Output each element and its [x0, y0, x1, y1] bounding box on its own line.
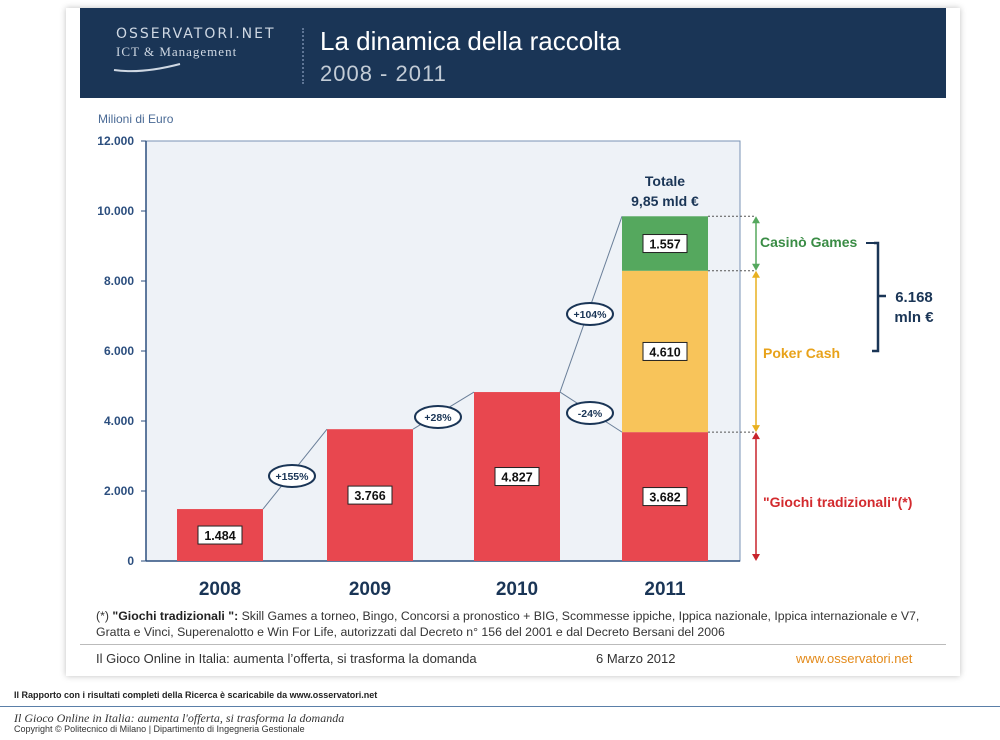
growth-label: -24% [578, 408, 603, 420]
osservatori-logo: OSSERVATORI.NET ICT & Management [113, 26, 276, 73]
bar-value-box [347, 485, 393, 505]
chart: 0 2.000 4.000 6.000 8.000 10.000 12.000 Milioni… [97, 112, 934, 600]
growth-label: +155% [276, 471, 310, 483]
bracket-value: 6.168 [895, 289, 933, 306]
y-tick-label: 2.000 [104, 484, 134, 498]
growth-badge [414, 405, 462, 429]
bar-value-label: 4.827 [501, 471, 532, 485]
growth-badge [566, 401, 614, 425]
legend-casino-games: Casinò Games [760, 234, 857, 250]
footer-divider [80, 644, 946, 645]
bar-value-box [642, 341, 688, 361]
bar-value-label: 1.484 [204, 529, 235, 543]
x-tick-label: 2009 [349, 579, 391, 600]
growth-label: +104% [574, 309, 608, 321]
legend-giochi-tradizionali: "Giochi tradizionali"(*) [763, 494, 912, 510]
y-tick-label: 6.000 [104, 344, 134, 358]
bar-value-box [642, 234, 688, 254]
bracket-unit: mln € [894, 309, 934, 326]
bar-value-label: 3.682 [649, 491, 680, 505]
footer-url[interactable]: www.osservatori.net [796, 651, 913, 666]
total-value: 9,85 mld € [631, 193, 699, 209]
segment-arrow-head-up [752, 432, 760, 440]
growth-badge [268, 464, 316, 488]
segment-arrow-head-up [752, 270, 760, 278]
footer-date: 6 Marzo 2012 [596, 651, 676, 666]
bracket [872, 241, 880, 353]
report-download-note: Il Rapporto con i risultati completi del… [14, 690, 378, 700]
footnote: (*) "Giochi tradizionali ": Skill Games … [96, 608, 936, 640]
bar-value-label: 4.610 [649, 345, 680, 359]
y-tick-label: 0 [127, 554, 134, 568]
slide-header: OSSERVATORI.NET ICT & Management La dina… [80, 8, 946, 98]
x-tick-label: 2008 [199, 579, 241, 600]
page-divider [0, 706, 1000, 707]
segment-arrow-head-down [752, 554, 760, 561]
bar-value-box [197, 525, 243, 545]
growth-label: +28% [424, 412, 452, 424]
bar-value-label: 3.766 [354, 489, 385, 503]
total-label: Totale [645, 173, 685, 189]
logo-name: OSSERVATORI.NET [116, 26, 276, 42]
slide-subtitle: 2008 - 2011 [320, 61, 447, 86]
bar-value-label: 1.557 [649, 238, 680, 252]
y-tick-label: 8.000 [104, 274, 134, 288]
footnote-prefix: (*) [96, 609, 113, 623]
footnote-term: "Giochi tradizionali ": [112, 609, 239, 623]
footnote-text: Skill Games a torneo, Bingo, Concorsi a … [96, 609, 920, 639]
bar-value-box [642, 487, 688, 507]
bar-value-box [494, 467, 540, 487]
y-tick-label: 12.000 [97, 134, 134, 148]
growth-badge [566, 302, 614, 326]
logo-swoosh-icon [113, 63, 181, 73]
footer-title: Il Gioco Online in Italia: aumenta l’off… [96, 651, 477, 666]
segment-arrow-head-down [752, 263, 760, 271]
x-tick-label: 2010 [496, 579, 538, 600]
copyright: Copyright © Politecnico di Milano | Dipa… [14, 724, 305, 734]
header-separator [302, 28, 304, 84]
segment-arrow-head-up [752, 216, 760, 224]
logo-subtitle: ICT & Management [116, 44, 238, 59]
x-tick-label: 2011 [644, 579, 686, 600]
y-axis-title: Milioni di Euro [98, 112, 174, 126]
y-tick-label: 10.000 [97, 204, 134, 218]
slide: OSSERVATORI.NET ICT & Management La dina… [66, 8, 960, 676]
segment-arrow-head-down [752, 425, 760, 433]
report-title: Il Gioco Online in Italia: aumenta l'off… [14, 711, 345, 725]
y-tick-label: 4.000 [104, 414, 134, 428]
legend-poker-cash: Poker Cash [763, 345, 840, 361]
slide-title: La dinamica della raccolta [320, 26, 621, 56]
